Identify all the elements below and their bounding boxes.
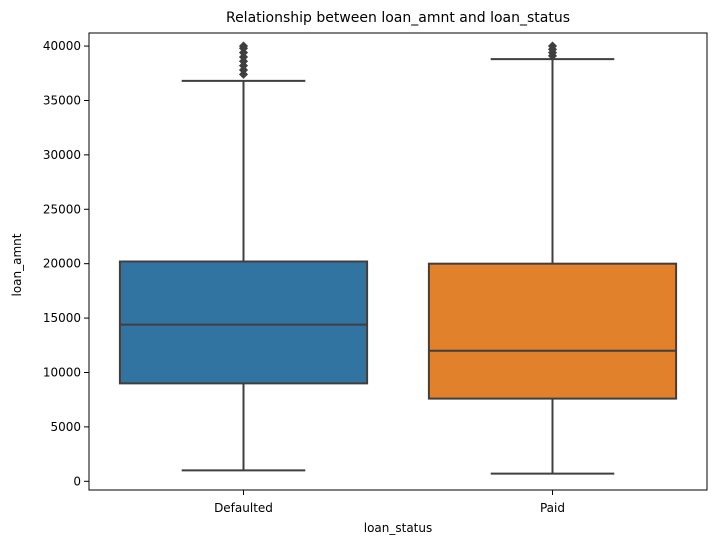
y-tick-label-15000: 15000 — [43, 311, 81, 325]
plot-area: 0 5000 10000 15000 20000 25000 30000 35000 40000… — [43, 32, 708, 515]
y-tick-label-5000: 5000 — [50, 420, 81, 434]
plot-frame — [88, 32, 708, 491]
outlier-paid-3 — [547, 41, 558, 51]
x-tick-label-defaulted: Defaulted — [214, 501, 273, 515]
outlier-defaulted-7 — [238, 41, 249, 51]
box-defaulted — [118, 260, 369, 385]
y-tick-label-0: 0 — [73, 474, 81, 488]
y-tick-label-25000: 25000 — [43, 202, 81, 216]
y-tick-label-20000: 20000 — [43, 257, 81, 271]
chart-title: Relationship between loan_amnt and loan_… — [226, 10, 570, 26]
y-tick-label-40000: 40000 — [43, 39, 81, 53]
x-axis-label: loan_status — [364, 521, 433, 535]
y-tick-label-30000: 30000 — [43, 148, 81, 162]
x-tick-label-paid: Paid — [540, 501, 565, 515]
y-tick-label-35000: 35000 — [43, 93, 81, 107]
box-paid — [427, 262, 678, 400]
y-axis-label: loan_amnt — [10, 233, 24, 296]
y-tick-label-10000: 10000 — [43, 365, 81, 379]
